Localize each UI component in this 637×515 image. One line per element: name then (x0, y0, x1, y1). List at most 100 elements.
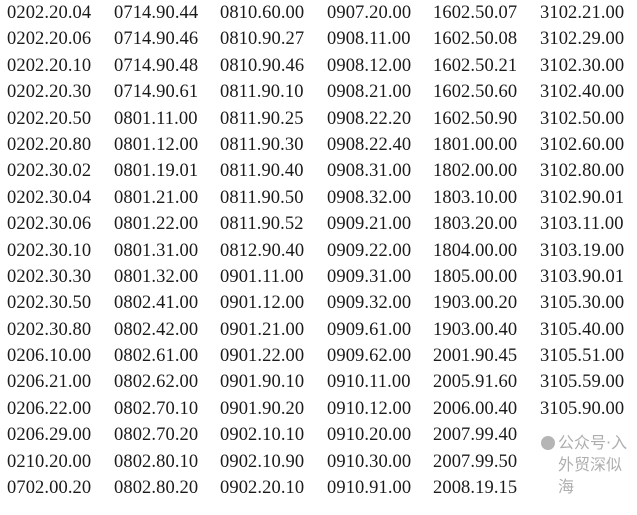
code-cell: 0202.30.50 (7, 293, 92, 314)
code-cell: 0206.10.00 (7, 346, 92, 367)
code-cell: 0901.12.00 (220, 293, 305, 314)
code-cell: 3102.30.00 (540, 55, 625, 76)
code-cell: 3102.29.00 (540, 29, 625, 50)
code-cell: 0910.91.00 (327, 478, 412, 499)
code-cell: 0811.90.25 (220, 108, 304, 129)
code-cell: 0202.20.80 (7, 134, 92, 155)
code-cell: 0909.31.00 (327, 266, 412, 287)
code-cell: 0908.31.00 (327, 161, 412, 182)
code-cell: 0202.30.80 (7, 319, 92, 340)
code-column-2: 0714.90.44 0714.90.46 0714.90.48 0714.90.61… (114, 0, 198, 501)
code-cell: 0811.90.50 (220, 187, 304, 208)
code-cell: 1602.50.21 (433, 55, 518, 76)
code-cell: 0714.90.48 (114, 55, 199, 76)
code-cell: 0908.32.00 (327, 187, 412, 208)
code-cell: 0908.22.20 (327, 108, 412, 129)
code-cell: 0714.90.61 (114, 82, 199, 103)
code-cell: 0910.12.00 (327, 398, 412, 419)
code-cell: 0812.90.40 (220, 240, 305, 261)
code-cell: 1801.00.00 (433, 134, 518, 155)
code-cell: 0801.32.00 (114, 266, 199, 287)
code-cell: 0801.21.00 (114, 187, 199, 208)
code-cell: 3105.59.00 (540, 372, 625, 393)
code-cell: 1903.00.20 (433, 293, 518, 314)
code-cell: 0902.10.90 (220, 451, 305, 472)
code-cell: 0908.22.40 (327, 134, 412, 155)
code-cell: 0901.90.10 (220, 372, 305, 393)
code-cell: 0801.31.00 (114, 240, 199, 261)
code-cell: 1804.00.00 (433, 240, 518, 261)
code-cell: 0801.12.00 (114, 134, 199, 155)
code-cell: 2006.00.40 (433, 398, 518, 419)
watermark-text: 公众号·入外贸深似海 (558, 433, 628, 496)
code-cell: 3102.50.00 (540, 108, 625, 129)
code-cell: 0206.22.00 (7, 398, 92, 419)
code-cell: 1602.50.07 (433, 3, 518, 23)
code-cell: 0202.30.04 (7, 187, 92, 208)
code-cell: 1803.20.00 (433, 214, 518, 235)
code-cell: 0811.90.40 (220, 161, 304, 182)
code-cell: 3102.40.00 (540, 82, 625, 103)
code-cell: 3102.90.01 (540, 187, 625, 208)
code-cell: 3102.80.00 (540, 161, 625, 182)
code-cell: 0802.62.00 (114, 372, 199, 393)
code-cell: 1803.10.00 (433, 187, 518, 208)
code-cell: 0202.30.06 (7, 214, 92, 235)
code-cell: 3103.90.01 (540, 266, 625, 287)
code-cell: 0909.32.00 (327, 293, 412, 314)
code-cell: 0907.20.00 (327, 3, 412, 23)
watermark: 公众号·入外贸深似海 (541, 432, 637, 498)
code-column-1: 0202.20.04 0202.20.06 0202.20.10 0202.20.30… (7, 0, 91, 501)
code-cell: 0801.19.01 (114, 161, 199, 182)
code-cell: 0910.20.00 (327, 425, 412, 446)
code-cell: 3105.51.00 (540, 346, 625, 367)
code-cell: 0802.41.00 (114, 293, 199, 314)
code-cell: 0909.21.00 (327, 214, 412, 235)
code-cell: 0902.10.10 (220, 425, 305, 446)
code-cell: 0908.12.00 (327, 55, 412, 76)
code-cell: 0801.11.00 (114, 108, 198, 129)
code-column-6: 3102.21.00 3102.29.00 3102.30.00 3102.40.00… (540, 0, 624, 422)
code-cell: 0802.61.00 (114, 346, 199, 367)
code-cell: 0202.20.06 (7, 29, 92, 50)
code-cell: 0908.11.00 (327, 29, 411, 50)
code-cell: 1602.50.90 (433, 108, 518, 129)
code-cell: 0901.21.00 (220, 319, 305, 340)
code-cell: 1802.00.00 (433, 161, 518, 182)
code-cell: 0910.11.00 (327, 372, 411, 393)
code-cell: 0802.70.10 (114, 398, 199, 419)
code-cell: 0910.30.00 (327, 451, 412, 472)
code-cell: 0901.90.20 (220, 398, 305, 419)
code-cell: 0811.90.52 (220, 214, 304, 235)
code-cell: 0909.22.00 (327, 240, 412, 261)
wechat-logo-icon (541, 436, 555, 450)
code-cell: 0811.90.30 (220, 134, 304, 155)
code-cell: 2008.19.15 (433, 478, 518, 499)
code-cell: 2001.90.45 (433, 346, 518, 367)
code-cell: 0202.20.50 (7, 108, 92, 129)
code-cell: 3102.60.00 (540, 134, 625, 155)
code-cell: 1903.00.40 (433, 319, 518, 340)
code-cell: 1602.50.60 (433, 82, 518, 103)
code-cell: 3103.19.00 (540, 240, 625, 261)
code-cell: 0202.20.10 (7, 55, 92, 76)
code-cell: 0702.00.20 (7, 478, 92, 499)
code-cell: 0810.60.00 (220, 3, 305, 23)
code-cell: 0811.90.10 (220, 82, 304, 103)
code-cell: 0810.90.27 (220, 29, 305, 50)
code-cell: 0210.20.00 (7, 451, 92, 472)
code-cell: 3103.11.00 (540, 214, 624, 235)
code-column-4: 0907.20.00 0908.11.00 0908.12.00 0908.21.00… (327, 0, 411, 501)
code-cell: 0802.80.10 (114, 451, 199, 472)
code-cell: 0801.22.00 (114, 214, 199, 235)
code-cell: 0202.30.30 (7, 266, 92, 287)
code-cell: 0802.42.00 (114, 319, 199, 340)
code-column-5: 1602.50.07 1602.50.08 1602.50.21 1602.50.60… (433, 0, 517, 501)
code-cell: 0714.90.44 (114, 3, 199, 23)
code-cell: 0802.70.20 (114, 425, 199, 446)
code-cell: 0909.62.00 (327, 346, 412, 367)
code-cell: 0202.30.10 (7, 240, 92, 261)
code-cell: 0909.61.00 (327, 319, 412, 340)
code-cell: 2005.91.60 (433, 372, 518, 393)
code-cell: 0802.80.20 (114, 478, 199, 499)
